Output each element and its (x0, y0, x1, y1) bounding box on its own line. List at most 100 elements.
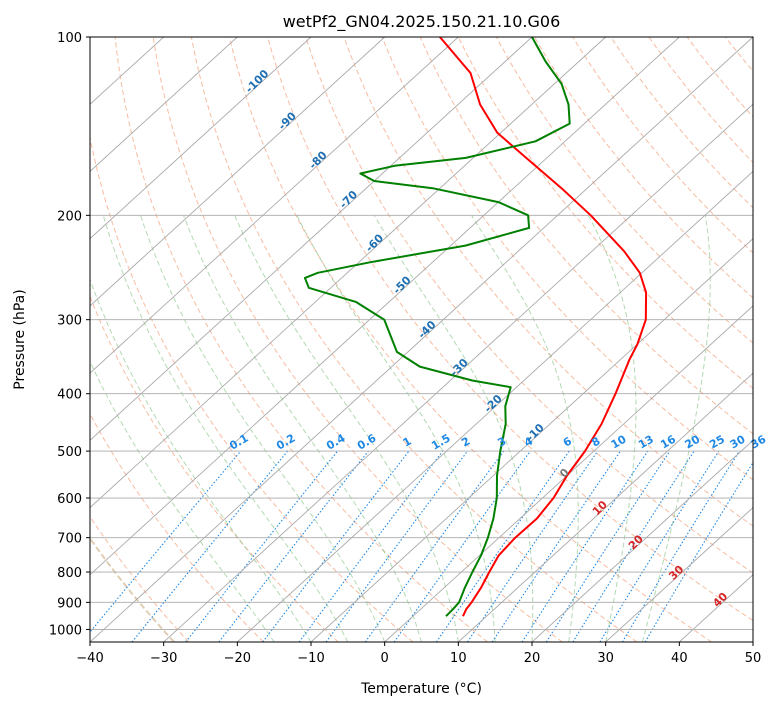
dry-adiabat (381, 37, 753, 481)
plot-frame (89, 36, 754, 643)
chart-title: wetPf2_GN04.2025.150.21.10.G06 (283, 12, 561, 32)
mixing-ratio-label: 16 (658, 432, 678, 451)
isotherm-label: -100 (243, 67, 272, 96)
isotherm (310, 238, 753, 642)
isotherm-label: -20 (482, 392, 505, 415)
mixing-ratio-line (131, 450, 289, 642)
mixing-ratio-line (185, 450, 339, 642)
isotherm (90, 37, 386, 307)
isotherm (90, 37, 459, 374)
y-tick-label: 700 (57, 532, 82, 547)
dry-adiabat (305, 37, 753, 574)
isotherm-label: -40 (415, 318, 438, 341)
mixing-ratio-line (262, 450, 410, 642)
y-tick-label: 200 (57, 209, 82, 224)
moist-adiabat (587, 215, 637, 642)
y-tick-label: 400 (57, 388, 82, 403)
dry-adiabat (90, 135, 414, 642)
reference-adiabat (90, 536, 175, 642)
y-tick-label: 1000 (49, 623, 82, 638)
x-tick-label: 50 (745, 651, 762, 666)
dry-adiabat (572, 37, 753, 254)
mixing-ratio-line (545, 450, 671, 642)
dry-adiabat (152, 37, 563, 642)
isotherm (384, 305, 753, 642)
mixing-ratio-label: 2 (459, 435, 472, 450)
y-tick-label: 500 (57, 445, 82, 460)
isotherm (90, 37, 165, 105)
x-tick-label: 40 (671, 651, 688, 666)
x-tick-label: 30 (597, 651, 614, 666)
isotherm (90, 37, 607, 509)
x-tick-label: −20 (224, 651, 251, 666)
y-axis-label: Pressure (hPa) (12, 289, 28, 389)
mixing-ratio-label: 1.5 (429, 432, 452, 453)
dry-adiabat (90, 412, 264, 642)
mixing-ratio-line (435, 450, 570, 642)
isotherm (752, 641, 753, 642)
axis-ticks: −40 −30 −20 −10 0 10 20 30 40 5010020030040050060… (49, 31, 761, 666)
mixing-ratio-label: 0.4 (324, 431, 348, 452)
y-tick-label: 800 (57, 566, 82, 581)
dry-adiabat (114, 37, 488, 642)
isotherm (163, 103, 753, 642)
x-tick-label: −40 (76, 651, 103, 666)
mixing-ratio-label: 25 (707, 433, 727, 452)
mixing-ratio-line (364, 450, 505, 642)
y-tick-label: 100 (57, 31, 82, 46)
temperature-profile (439, 37, 648, 617)
isotherm (531, 439, 753, 642)
dry-adiabat (762, 35, 775, 642)
isotherm (90, 37, 753, 642)
dry-adiabat (648, 37, 753, 164)
moist-adiabat (183, 215, 422, 642)
isotherm-label: -50 (390, 273, 413, 296)
y-tick-label: 600 (57, 492, 82, 507)
y-tick-label: 900 (57, 596, 82, 611)
mixing-ratio-line (644, 461, 753, 642)
isotherm (678, 574, 753, 642)
dewpoint-profile (303, 37, 571, 617)
isotherm-label: 30 (666, 563, 686, 583)
isotherm (90, 37, 533, 441)
dry-adiabat (457, 37, 753, 389)
mixing-ratio-label: 20 (683, 432, 703, 451)
mixing-ratio-line (491, 450, 621, 642)
isotherm-label: -60 (363, 231, 386, 254)
moist-adiabat (140, 215, 386, 642)
mixing-ratio-label: 30 (728, 432, 748, 451)
mixing-ratio-line (521, 450, 649, 642)
x-tick-label: −10 (297, 651, 324, 666)
moist-adiabat (90, 278, 312, 642)
dry-adiabat (419, 37, 753, 435)
isotherm-label: 40 (710, 590, 730, 610)
dry-adiabat (90, 295, 339, 642)
mixing-ratio-line (90, 450, 242, 633)
mixing-ratio-line (325, 450, 468, 642)
isotherm-label: -70 (337, 188, 360, 211)
isotherm (236, 170, 753, 642)
grid-lines (90, 37, 753, 642)
mixing-ratio-label: 8 (589, 435, 602, 450)
mixing-ratio-label: 0.2 (274, 432, 297, 453)
isotherm (90, 37, 238, 173)
isotherm (90, 37, 312, 240)
mixing-ratio-line (467, 450, 599, 642)
dry-adiabat (724, 37, 753, 72)
dry-adiabat (229, 37, 712, 642)
profile-lines (303, 37, 648, 617)
dry-adiabat (343, 37, 753, 527)
dry-adiabat (267, 37, 753, 622)
mixing-ratio-line (218, 450, 369, 642)
isotherm-label: -90 (276, 109, 299, 132)
x-tick-label: −30 (150, 651, 177, 666)
mixing-ratio-label: 13 (636, 433, 656, 452)
y-tick-label: 300 (57, 314, 82, 329)
x-axis-label: Temperature (°C) (360, 681, 482, 697)
isotherm (457, 372, 753, 642)
mixing-ratio-line (572, 450, 695, 642)
mixing-ratio-label: 36 (748, 432, 768, 451)
x-tick-label: 0 (381, 651, 389, 666)
mixing-ratio-line (599, 450, 720, 642)
x-tick-label: 20 (524, 651, 541, 666)
